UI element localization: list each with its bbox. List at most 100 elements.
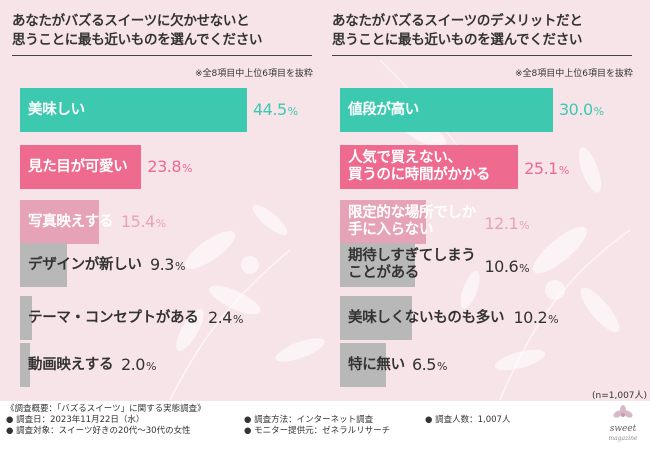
survey-footer: 《調査概要：「バズるスイーツ」に関する実態調査》 ● 調査日：2023年11月2…	[0, 401, 650, 450]
left-title-divider	[12, 55, 312, 56]
left-bar-label-5: テーマ・コンセプトがある	[28, 309, 199, 327]
right-bar-2	[340, 145, 519, 189]
left-bar-value-unit-6: %	[145, 360, 156, 373]
left-bar-label-4: デザインが新しい	[28, 257, 142, 274]
right-bar-value-number-4: 10.6	[484, 257, 519, 276]
survey-target: ● 調査対象：スイーツ好きの20代～30代の女性	[6, 426, 191, 436]
left-bar-label-2-line-1: 見た目が可愛い	[28, 158, 128, 175]
left-bar-value-6: 2.0%	[121, 355, 156, 377]
right-bar-label-6-line-1: 特に無い	[348, 356, 405, 373]
right-bar-label-5-line-1: 美味しくないものも多い	[348, 309, 505, 326]
right-bar-label-3-line-1: 限定的な場所でしか	[348, 205, 476, 221]
left-bar-3	[20, 200, 99, 244]
left-bar-value-1: 44.5%	[253, 100, 298, 122]
right-bar-value-unit-3: %	[519, 219, 530, 232]
left-bar-chart: 美味しい 44.5% 見た目が可愛い 23.8% 写真映えする 15.4% デザインが新しい…	[12, 0, 327, 392]
left-bar-label-1-line-1: 美味しい	[28, 101, 85, 118]
right-bar-label-4-line-2: ことがある	[348, 265, 419, 281]
logo-wordmark: sweet	[609, 424, 637, 434]
right-bar-label-5: 美味しくないものも多い	[348, 309, 505, 327]
right-note: ※全8項目中上位6項目を抜粋	[515, 69, 633, 79]
right-bar-3	[340, 200, 426, 244]
survey-date: ● 調査日：2023年11月22日（水）	[6, 415, 145, 425]
right-bar-value-unit-5: %	[548, 313, 559, 326]
right-bar-label-3-line-2: 手に入らない	[348, 222, 434, 238]
left-bar-label-1: 美味しい	[28, 102, 85, 119]
left-bar-value-number-5: 2.4	[208, 308, 232, 327]
right-bar-value-unit-1: %	[593, 105, 604, 118]
left-question-panel: あなたがバズるスイーツに欠かせないと 思うことに最も近いものを選んでください ※…	[12, 0, 327, 392]
right-bar-label-1: 値段が高い	[348, 102, 419, 119]
left-bar-label-4-line-1: デザインが新しい	[28, 256, 142, 273]
left-bar-4	[20, 243, 68, 287]
right-bar-label-6: 特に無い	[348, 357, 405, 374]
left-bar-value-unit-3: %	[155, 217, 166, 230]
right-bar-value-number-5: 10.2	[513, 308, 548, 327]
right-bar-value-number-1: 30.0	[559, 100, 593, 119]
right-bar-4	[340, 243, 416, 287]
right-bar-label-4-line-1: 期待しすぎてしまう	[348, 248, 476, 264]
left-bar-value-number-6: 2.0	[121, 355, 145, 374]
left-bar-6	[20, 343, 31, 387]
survey-provider: ● モニター提供元：ゼネラルリサーチ	[244, 426, 391, 436]
left-bar-value-unit-1: %	[287, 105, 298, 118]
right-question-title-line-1: あなたがバズるスイーツのデメリットだと	[332, 13, 583, 29]
right-bar-label-3: 限定的な場所でしか 手に入らない	[348, 205, 476, 239]
sweet-magazine-logo: sweet magazine	[604, 405, 642, 447]
right-bar-value-3: 12.1%	[485, 214, 530, 236]
left-question-title: あなたがバズるスイーツに欠かせないと 思うことに最も近いものを選んでください	[12, 12, 312, 50]
right-bar-6	[340, 343, 387, 387]
right-bar-value-4: 10.6%	[485, 257, 530, 279]
left-bar-value-number-1: 44.5	[253, 100, 287, 119]
left-bar-label-6-line-1: 動画映えする	[28, 356, 114, 373]
right-bar-label-2-line-2: 買うのに時間がかかる	[348, 167, 490, 183]
right-bar-value-unit-6: %	[436, 360, 447, 373]
right-bar-value-2: 25.1%	[524, 159, 569, 181]
right-bar-1	[340, 88, 553, 132]
sample-size-label: (n=1,007人)	[592, 391, 648, 401]
right-bar-value-5: 10.2%	[514, 308, 559, 330]
left-bar-label-3: 写真映えする	[28, 213, 114, 231]
right-bar-value-number-3: 12.1	[484, 214, 519, 233]
right-bar-label-4: 期待しすぎてしまう ことがある	[348, 248, 476, 282]
left-question-title-line-2: 思うことに最も近いものを選んでください	[12, 32, 263, 48]
right-bar-value-1: 30.0%	[559, 100, 604, 122]
right-bar-5	[340, 296, 413, 340]
left-bar-value-2: 23.8%	[147, 157, 192, 179]
left-bar-2	[20, 145, 142, 189]
left-question-title-line-1: あなたがバズるスイーツに欠かせないと	[12, 13, 250, 29]
survey-count: ● 調査人数：1,007人	[425, 415, 511, 425]
right-bar-label-2: 人気で買えない、 買うのに時間がかかる	[348, 150, 490, 184]
left-bar-label-3-line-1: 写真映えする	[28, 213, 114, 230]
left-bar-value-4: 9.3%	[150, 255, 185, 277]
left-bar-label-6: 動画映えする	[28, 356, 114, 374]
left-bar-value-unit-2: %	[182, 162, 192, 175]
right-bar-value-unit-2: %	[558, 164, 569, 177]
right-title-divider	[332, 55, 632, 56]
left-note: ※全8項目中上位6項目を抜粋	[195, 69, 313, 79]
logo-subtext: magazine	[608, 435, 638, 442]
right-bar-label-2-line-1: 人気で買えない、	[348, 150, 462, 166]
right-bar-value-number-6: 6.5	[412, 355, 436, 374]
survey-overview-title: 《調査概要：「バズるスイーツ」に関する実態調査》	[6, 404, 206, 414]
left-bar-label-2: 見た目が可愛い	[28, 158, 128, 176]
flower-logo-icon	[613, 405, 633, 418]
right-bar-value-number-2: 25.1	[524, 159, 558, 178]
left-bar-value-3: 15.4%	[121, 212, 166, 234]
left-bar-value-unit-4: %	[174, 260, 185, 273]
right-bar-value-unit-4: %	[519, 262, 530, 275]
left-bar-5	[20, 296, 33, 340]
left-bar-value-number-3: 15.4	[121, 212, 155, 231]
right-question-title: あなたがバズるスイーツのデメリットだと 思うことに最も近いものを選んでください	[332, 12, 632, 50]
right-bar-value-6: 6.5%	[412, 355, 447, 377]
left-bar-value-number-4: 9.3	[150, 255, 174, 274]
right-bar-chart: 値段が高い 30.0% 人気で買えない、 買うのに時間がかかる 25.1% 限定的な場所で…	[332, 0, 647, 392]
left-bar-1	[20, 88, 247, 132]
right-question-title-line-2: 思うことに最も近いものを選んでください	[332, 32, 583, 48]
left-bar-label-5-line-1: テーマ・コンセプトがある	[28, 309, 199, 326]
right-bar-label-1-line-1: 値段が高い	[348, 101, 419, 118]
left-bar-value-unit-5: %	[232, 313, 243, 326]
left-bar-value-number-2: 23.8	[147, 157, 182, 176]
survey-method: ● 調査方法：インターネット調査	[244, 415, 374, 425]
left-bar-value-5: 2.4%	[208, 308, 243, 330]
